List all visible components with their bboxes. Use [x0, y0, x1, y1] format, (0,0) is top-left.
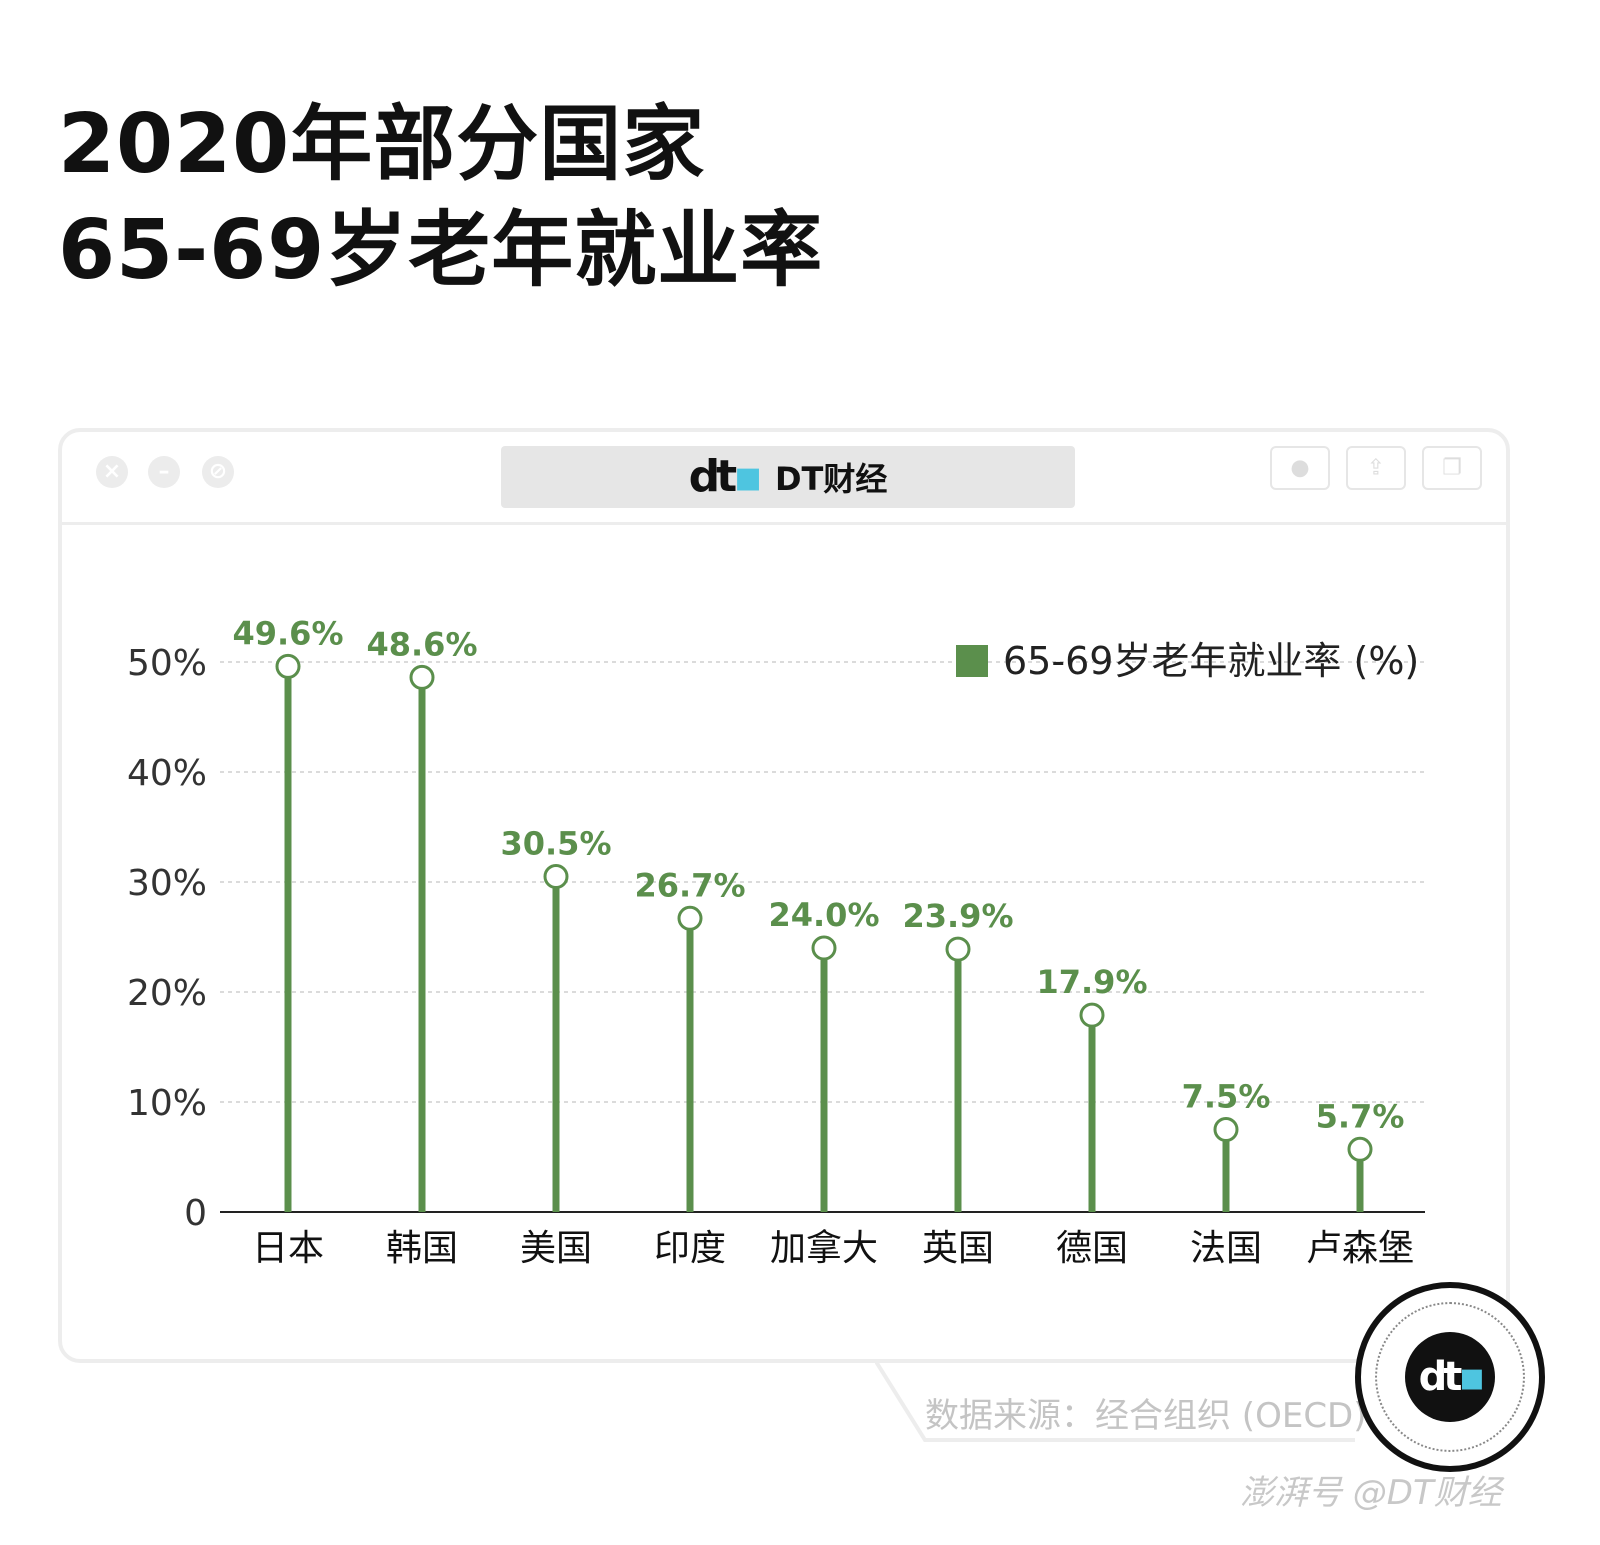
dt-logo-icon: dt▪: [1419, 1355, 1482, 1399]
data-point: [411, 666, 433, 688]
y-tick-label: 10%: [127, 1083, 207, 1124]
legend-swatch: [956, 645, 988, 677]
x-tick-label: 日本: [252, 1228, 324, 1269]
data-point: [1349, 1138, 1371, 1160]
data-point: [277, 655, 299, 677]
data-label: 30.5%: [500, 825, 611, 863]
data-label: 17.9%: [1036, 963, 1147, 1001]
badge-logo: dt▪: [1405, 1332, 1495, 1422]
data-point: [947, 938, 969, 960]
x-tick-label: 法国: [1190, 1228, 1262, 1269]
data-point: [679, 907, 701, 929]
data-point: [813, 937, 835, 959]
data-label: 48.6%: [366, 625, 477, 663]
y-tick-label: 40%: [127, 753, 207, 794]
data-point: [1081, 1004, 1103, 1026]
legend: 65-69岁老年就业率 (%): [956, 639, 1419, 683]
x-tick-label: 印度: [654, 1228, 726, 1269]
footer-watermark: 澎湃号 @DT财经: [1240, 1465, 1502, 1514]
x-axis-ticks: 日本 韩国 美国 印度 加拿大 英国 德国 法国 卢森堡: [252, 1228, 1414, 1269]
legend-label: 65-69岁老年就业率 (%): [1003, 639, 1419, 683]
data-label: 23.9%: [902, 897, 1013, 935]
data-label: 49.6%: [232, 614, 343, 652]
x-tick-label: 加拿大: [770, 1228, 878, 1269]
y-tick-label: 20%: [127, 973, 207, 1014]
data-label: 24.0%: [768, 896, 879, 934]
y-tick-label: 30%: [127, 863, 207, 904]
data-source: 数据来源：经合组织 (OECD): [925, 1388, 1367, 1437]
x-tick-label: 卢森堡: [1306, 1228, 1414, 1269]
data-point: [545, 866, 567, 888]
x-tick-label: 德国: [1056, 1228, 1128, 1269]
y-axis-ticks: 0 10% 20% 30% 40% 50%: [127, 643, 207, 1234]
x-tick-label: 英国: [922, 1228, 994, 1269]
data-label: 26.7%: [634, 866, 745, 904]
data-label: 7.5%: [1182, 1078, 1271, 1116]
x-tick-label: 美国: [520, 1228, 592, 1269]
y-tick-label: 0: [184, 1193, 207, 1234]
data-labels: 49.6% 48.6% 30.5% 26.7% 24.0% 23.9% 17.9% 7.5% 5…: [232, 614, 1404, 1135]
data-label: 5.7%: [1316, 1097, 1405, 1135]
y-tick-label: 50%: [127, 643, 207, 684]
dt-badge: dt▪: [1355, 1282, 1545, 1472]
x-tick-label: 韩国: [386, 1228, 458, 1269]
data-point: [1215, 1119, 1237, 1141]
